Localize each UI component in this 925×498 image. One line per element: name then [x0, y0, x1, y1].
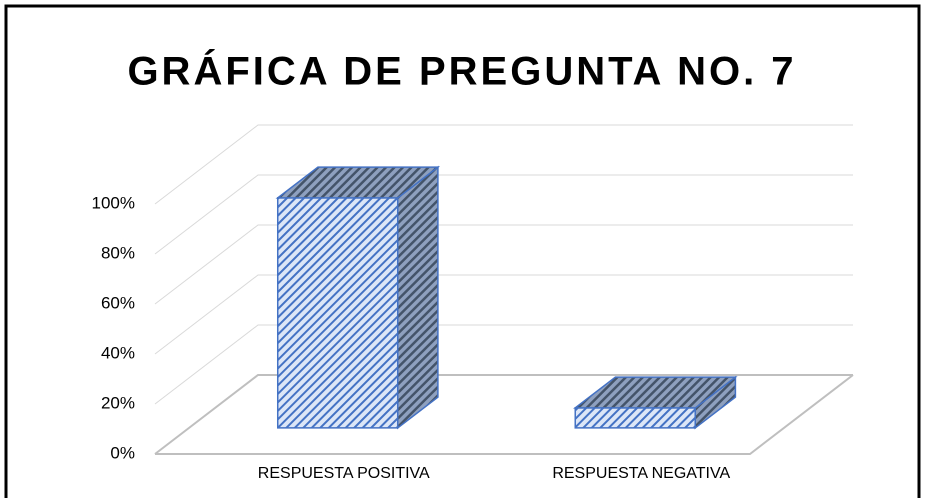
bar-face [573, 376, 738, 409]
grid-line [154, 224, 853, 305]
y-tick-label: 20% [101, 393, 135, 412]
bar [275, 165, 441, 430]
y-tick-label: 60% [101, 293, 135, 312]
grid-line [154, 274, 853, 355]
x-tick-label: RESPUESTA NEGATIVA [552, 465, 730, 482]
bar-face [396, 165, 439, 430]
bar-face [574, 407, 696, 429]
grid-line [154, 324, 853, 405]
y-tick-label: 40% [101, 343, 135, 362]
chart-title: GRÁFICA DE PREGUNTA NO. 7 [127, 49, 796, 94]
floor-edge [155, 374, 854, 455]
bar [573, 375, 738, 430]
bar-face [276, 197, 399, 429]
y-tick-label: 0% [110, 443, 135, 462]
y-tick-label: 80% [101, 243, 135, 262]
grid-line [154, 174, 853, 255]
frame [4, 4, 921, 498]
floor-edge [154, 374, 853, 455]
grid-line [154, 124, 853, 205]
x-tick-label: RESPUESTA POSITIVA [258, 465, 430, 482]
y-tick-label: 100% [92, 193, 135, 212]
bar-face [275, 166, 441, 199]
